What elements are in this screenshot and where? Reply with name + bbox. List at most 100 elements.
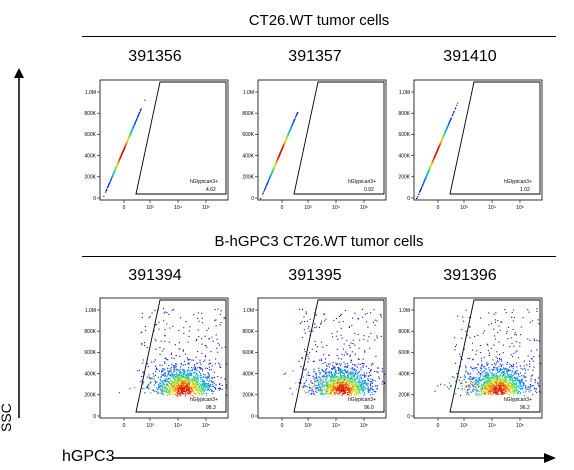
sample-label: 391357 bbox=[288, 48, 342, 65]
scatter-plot: 0 200K 400K 600K 800K 1.0M 0 10³ 10⁴ 10⁵ hGlypican… bbox=[242, 297, 387, 429]
gate-label: hGlypican3+ bbox=[190, 397, 218, 403]
gate-polygon bbox=[135, 81, 227, 195]
gate-percent: 96.0 bbox=[364, 405, 374, 411]
x-tick-label: 10⁵ bbox=[202, 423, 210, 429]
y-tick-label: 1.0M bbox=[85, 308, 96, 314]
gate-percent: 98.3 bbox=[206, 405, 216, 411]
gate-polygon bbox=[449, 299, 541, 413]
y-tick-label: 400K bbox=[398, 371, 410, 377]
y-tick-label: 1.0M bbox=[85, 90, 96, 96]
event-cloud bbox=[434, 308, 542, 397]
x-tick-label: 0 bbox=[437, 205, 440, 211]
x-tick-label: 10⁵ bbox=[516, 423, 524, 429]
y-axis-arrow bbox=[14, 68, 24, 418]
flow-plot-391410: 0 200K 400K 600K 800K 1.0M 0 10³ 10⁴ 10⁵ hGlypican… bbox=[396, 72, 546, 224]
scatter-plot: 0 200K 400K 600K 800K 1.0M 0 10³ 10⁴ 10⁵ hGlypican… bbox=[398, 297, 543, 429]
gate-polygon bbox=[449, 81, 541, 195]
y-tick-label: 200K bbox=[84, 175, 96, 181]
x-tick-label: 10³ bbox=[146, 423, 154, 429]
y-tick-label: 600K bbox=[84, 350, 96, 356]
scatter-plot: 0 200K 400K 600K 800K 1.0M 0 10³ 10⁴ 10⁵ hGlypican… bbox=[84, 297, 229, 429]
y-tick-label: 1.0M bbox=[399, 90, 410, 96]
x-tick-label: 10³ bbox=[146, 205, 154, 211]
y-tick-label: 600K bbox=[242, 132, 254, 138]
plot-frame bbox=[257, 79, 387, 201]
y-tick-label: 200K bbox=[242, 393, 254, 399]
x-tick-label: 10³ bbox=[304, 205, 312, 211]
y-tick-label: 200K bbox=[84, 393, 96, 399]
y-tick-label: 400K bbox=[84, 371, 96, 377]
gate-percent: 1.02 bbox=[520, 187, 530, 193]
y-tick-label: 800K bbox=[398, 111, 410, 117]
x-tick-label: 10⁵ bbox=[360, 423, 368, 429]
y-tick-label: 1.0M bbox=[243, 308, 254, 314]
y-tick-label: 200K bbox=[398, 175, 410, 181]
scatter-plot: 0 200K 400K 600K 800K 1.0M 0 10³ 10⁴ 10⁵ hGlypican… bbox=[84, 79, 229, 211]
y-tick-label: 0 bbox=[93, 196, 96, 202]
event-cloud bbox=[416, 102, 459, 200]
x-tick-label: 10³ bbox=[460, 423, 468, 429]
scatter-plot: 0 200K 400K 600K 800K 1.0M 0 10³ 10⁴ 10⁵ hGlypican… bbox=[398, 79, 543, 211]
x-tick-label: 10⁵ bbox=[516, 205, 524, 211]
y-tick-label: 600K bbox=[84, 132, 96, 138]
gate-label: hGlypican3+ bbox=[504, 179, 532, 185]
flow-plot-391357: 0 200K 400K 600K 800K 1.0M 0 10³ 10⁴ 10⁵ hGlypican… bbox=[240, 72, 390, 224]
x-tick-label: 10⁴ bbox=[488, 423, 496, 429]
group-rule-wt bbox=[82, 36, 556, 37]
y-tick-label: 0 bbox=[93, 414, 96, 420]
y-tick-label: 800K bbox=[242, 111, 254, 117]
gate-label: hGlypican3+ bbox=[504, 397, 532, 403]
x-tick-label: 0 bbox=[281, 205, 284, 211]
x-tick-label: 10⁵ bbox=[360, 205, 368, 211]
gate-percent: 4.62 bbox=[206, 187, 216, 193]
y-tick-label: 200K bbox=[398, 393, 410, 399]
x-tick-label: 10⁴ bbox=[488, 205, 496, 211]
y-tick-label: 800K bbox=[84, 329, 96, 335]
y-tick-label: 400K bbox=[398, 153, 410, 159]
group-title-hgpc3: B-hGPC3 CT26.WT tumor cells bbox=[214, 233, 424, 250]
group-rule-hgpc3 bbox=[82, 256, 556, 257]
sample-label: 391356 bbox=[128, 48, 182, 65]
flow-plot-391394: 0 200K 400K 600K 800K 1.0M 0 10³ 10⁴ 10⁵ hGlypican… bbox=[82, 290, 232, 442]
event-cloud bbox=[103, 99, 146, 197]
y-tick-label: 1.0M bbox=[243, 90, 254, 96]
scatter-plot: 0 200K 400K 600K 800K 1.0M 0 10³ 10⁴ 10⁵ hGlypican… bbox=[242, 79, 387, 211]
x-tick-label: 0 bbox=[281, 423, 284, 429]
y-tick-label: 600K bbox=[398, 350, 410, 356]
flow-plot-391396: 0 200K 400K 600K 800K 1.0M 0 10³ 10⁴ 10⁵ hGlypican… bbox=[396, 290, 546, 442]
event-cloud bbox=[118, 308, 228, 397]
group-title-wt: CT26.WT tumor cells bbox=[248, 12, 390, 29]
flow-plot-391356: 0 200K 400K 600K 800K 1.0M 0 10³ 10⁴ 10⁵ hGlypican… bbox=[82, 72, 232, 224]
gate-polygon bbox=[135, 299, 227, 413]
y-tick-label: 800K bbox=[242, 329, 254, 335]
x-axis-label: hGPC3 bbox=[62, 448, 115, 465]
y-tick-label: 600K bbox=[398, 132, 410, 138]
sample-label: 391395 bbox=[288, 267, 342, 284]
y-tick-label: 800K bbox=[398, 329, 410, 335]
x-tick-label: 10⁴ bbox=[332, 423, 340, 429]
y-tick-label: 400K bbox=[242, 371, 254, 377]
y-tick-label: 600K bbox=[242, 350, 254, 356]
x-tick-label: 10⁵ bbox=[202, 205, 210, 211]
y-axis-label: SSC bbox=[0, 403, 14, 432]
gate-percent: 96.2 bbox=[520, 405, 530, 411]
x-tick-label: 10⁴ bbox=[174, 205, 182, 211]
x-tick-label: 0 bbox=[123, 423, 126, 429]
sample-label: 391396 bbox=[443, 267, 497, 284]
sample-label: 391410 bbox=[443, 48, 497, 65]
plot-frame bbox=[413, 79, 543, 201]
y-tick-label: 0 bbox=[407, 414, 410, 420]
y-tick-label: 0 bbox=[251, 196, 254, 202]
x-axis-arrow bbox=[112, 453, 556, 463]
event-cloud bbox=[283, 308, 386, 397]
plot-frame bbox=[99, 79, 229, 201]
y-tick-label: 400K bbox=[242, 153, 254, 159]
plot-frame bbox=[99, 297, 229, 419]
y-tick-label: 400K bbox=[84, 153, 96, 159]
y-tick-label: 800K bbox=[84, 111, 96, 117]
x-tick-label: 10⁴ bbox=[332, 205, 340, 211]
gate-polygon bbox=[293, 299, 385, 413]
gate-label: hGlypican3+ bbox=[348, 179, 376, 185]
sample-label: 391394 bbox=[128, 267, 182, 284]
x-tick-label: 0 bbox=[437, 423, 440, 429]
